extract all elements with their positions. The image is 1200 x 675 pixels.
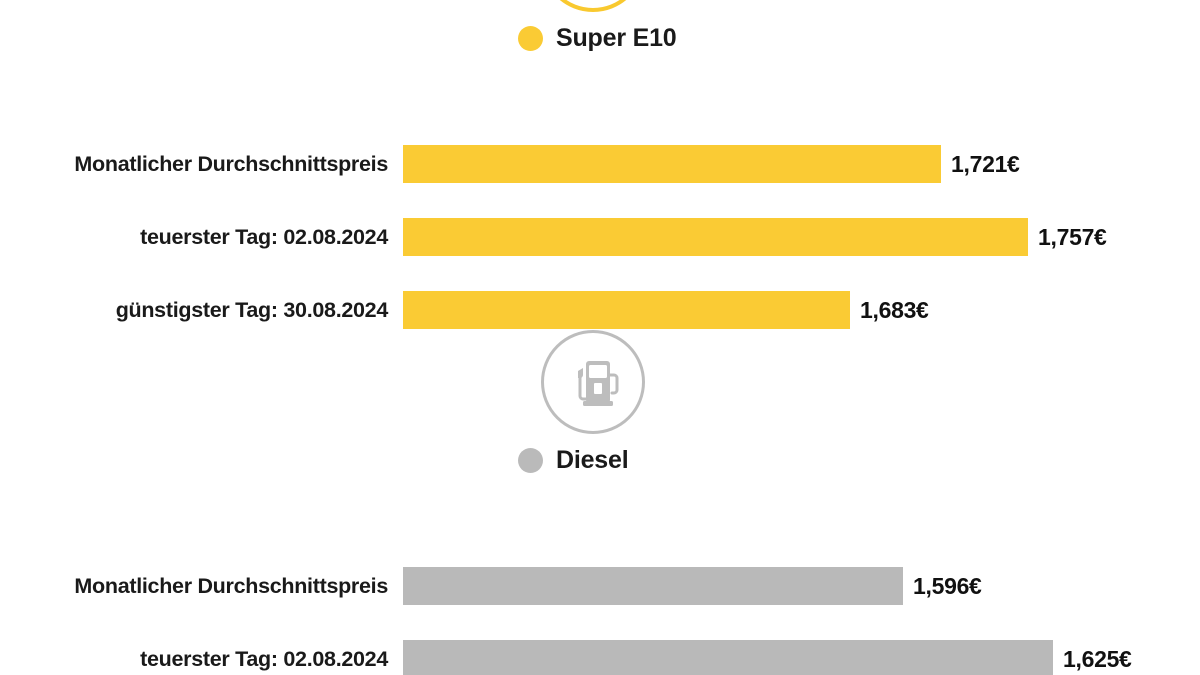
diesel-badge-wrap (0, 330, 1200, 442)
super-badge-circle (541, 0, 645, 12)
section-diesel: Diesel Monatlicher Durchschnittspreis 1,… (0, 330, 1200, 675)
legend-dot-diesel (518, 448, 543, 473)
table-row: Monatlicher Durchschnittspreis 1,596€ (0, 567, 1200, 605)
row-label: Monatlicher Durchschnittspreis (74, 152, 388, 176)
legend-label-diesel: Diesel (556, 446, 629, 474)
row-label: günstigster Tag: 30.08.2024 (115, 298, 389, 322)
super-legend: Super E10 (0, 20, 1200, 60)
row-label: teuerster Tag: 02.08.2024 (140, 647, 388, 671)
row-label: teuerster Tag: 02.08.2024 (140, 225, 388, 249)
row-value: 1,757€ (1038, 224, 1107, 250)
row-bar (403, 640, 1053, 675)
row-bar (403, 145, 941, 183)
fuel-pump-icon (578, 361, 619, 406)
row-bar (403, 218, 1028, 256)
table-row: teuerster Tag: 02.08.2024 1,625€ (0, 640, 1200, 675)
table-row: günstigster Tag: 30.08.2024 1,683€ (0, 291, 1200, 329)
legend-dot-super-e10 (518, 26, 543, 51)
row-label: Monatlicher Durchschnittspreis (74, 574, 388, 598)
row-value: 1,625€ (1063, 646, 1132, 672)
row-value: 1,596€ (913, 573, 982, 599)
super-badge-wrap (0, 0, 1200, 20)
diesel-badge-circle (541, 330, 645, 434)
diesel-legend: Diesel (0, 442, 1200, 482)
table-row: teuerster Tag: 02.08.2024 1,757€ (0, 218, 1200, 256)
row-bar (403, 291, 850, 329)
row-bar (403, 567, 903, 605)
legend-label-super-e10: Super E10 (556, 24, 677, 52)
row-value: 1,683€ (860, 297, 929, 323)
section-super-e10: Super E10 Monatlicher Durchschnittspreis… (0, 0, 1200, 329)
table-row: Monatlicher Durchschnittspreis 1,721€ (0, 145, 1200, 183)
row-value: 1,721€ (951, 151, 1020, 177)
